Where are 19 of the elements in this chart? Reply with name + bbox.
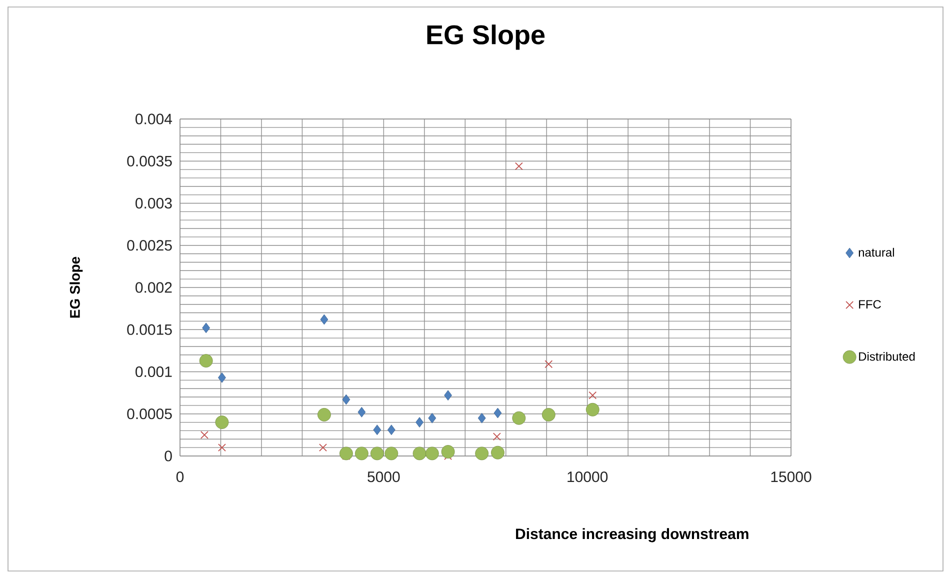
y-tick-label: 0.002 (136, 282, 172, 293)
y-tick-label: 0.004 (136, 114, 172, 124)
y-tick-label: 0.0005 (127, 408, 172, 420)
legend-label: FFC (859, 300, 881, 309)
x-tick-label: 0 (176, 472, 184, 482)
x-tick-label: 10000 (568, 472, 608, 482)
y-tick-label: 0 (164, 450, 172, 462)
x-axis-title: Distance increasing downstream (516, 528, 748, 542)
legend-label: Distributed (859, 352, 915, 361)
y-tick-label: 0.0035 (127, 156, 172, 166)
legend-label: natural (858, 248, 894, 257)
chart-title: EG Slope (427, 24, 545, 50)
x-tick-label: 15000 (771, 472, 812, 482)
y-tick-label: 0.003 (136, 198, 172, 209)
y-tick-label: 0.0015 (127, 324, 172, 335)
y-tick-label: 0.001 (136, 366, 172, 378)
y-tick-label: 0.0025 (127, 240, 172, 251)
y-axis-title: EG Slope (70, 256, 83, 318)
x-tick-label: 5000 (368, 472, 400, 482)
